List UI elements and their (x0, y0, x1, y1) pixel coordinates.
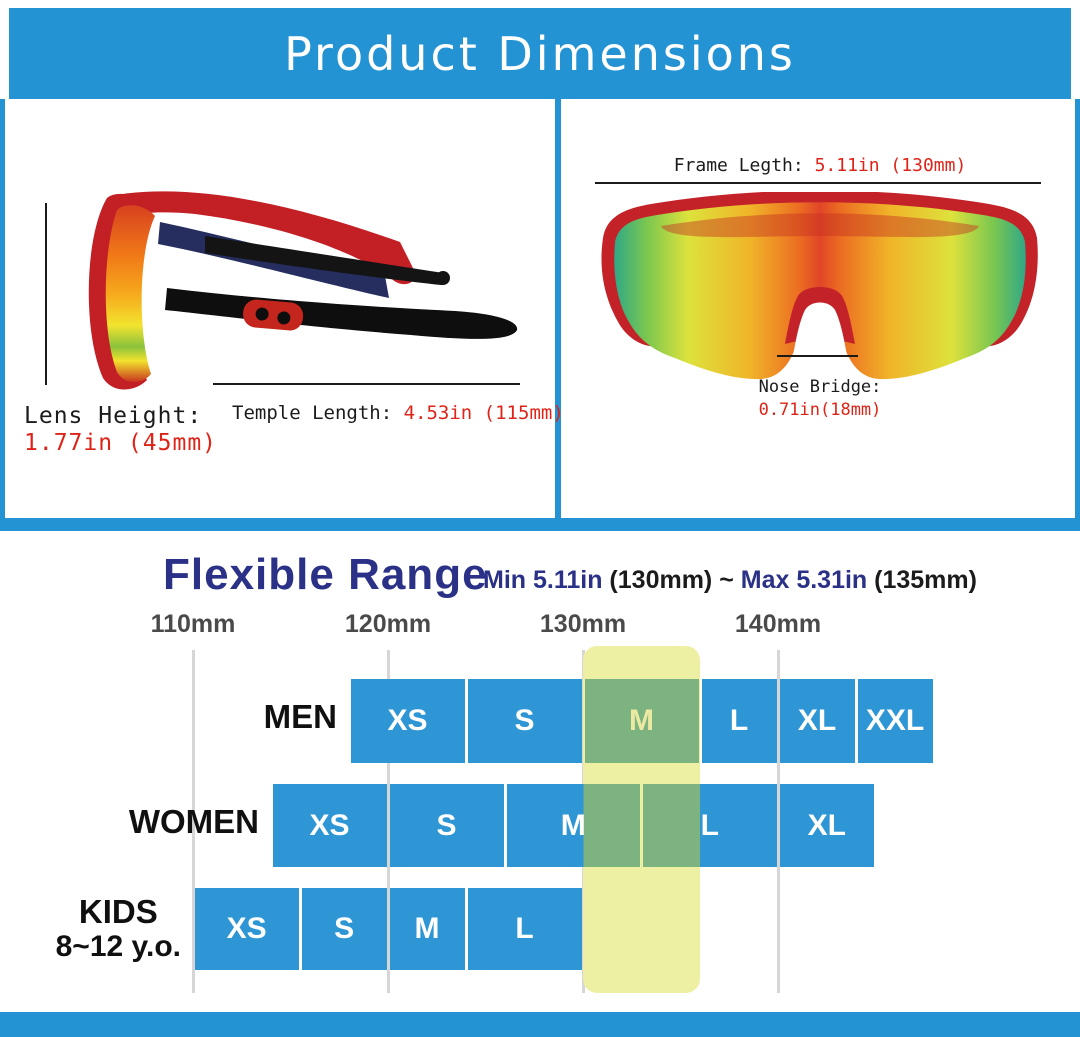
temple-length-label: Temple Length: 4.53in (115mm) (232, 402, 564, 424)
row-label: MEN (263, 698, 337, 735)
size-cell: S (301, 888, 387, 970)
row-label: WOMEN (128, 802, 259, 840)
side-view-photo (55, 180, 525, 395)
lens-height-label: Lens Height: (24, 403, 203, 429)
size-cell: S (389, 784, 504, 867)
temple-length-line (213, 383, 520, 385)
panel-divider (555, 99, 561, 518)
size-cell: XS (272, 784, 387, 867)
brand-logo (243, 299, 304, 331)
size-cell: L (467, 888, 582, 970)
front-view-photo (595, 190, 1045, 387)
axis-tick-line (386, 650, 390, 993)
frame-length-line (595, 182, 1041, 184)
row-label: KIDS 8~12 y.o. (55, 893, 181, 963)
size-cell: M (506, 784, 640, 867)
title-banner: Product Dimensions (9, 8, 1071, 99)
size-cell: XS (194, 888, 299, 970)
nose-bridge-label: Nose Bridge: (758, 377, 882, 397)
sunglasses-side-view-illustration (88, 191, 518, 390)
section-separator (0, 518, 1080, 531)
lens-height-value: 1.77in (45mm) (24, 430, 218, 456)
nose-bridge-value: 0.71in(18mm) (758, 400, 882, 420)
size-cell: XXL (857, 679, 933, 763)
size-cell: XL (779, 679, 855, 763)
size-cell: XS (350, 679, 465, 763)
size-cell: M (584, 679, 699, 763)
axis-tick-label: 120mm (344, 610, 432, 638)
sunglasses-front-view-illustration (601, 190, 1038, 380)
flexible-range-subtitle: Min 5.11in (130mm) ~ Max 5.31in (135mm) (483, 566, 977, 594)
size-cell: XL (779, 784, 874, 867)
frame-border-right (1075, 99, 1080, 518)
axis-tick-label: 140mm (734, 610, 822, 638)
axis-tick-label: 130mm (539, 610, 627, 638)
axis-tick-line (776, 650, 780, 993)
axis-tick-line (191, 650, 195, 993)
axis-tick-label: 110mm (150, 610, 236, 638)
nose-bridge-line (777, 355, 858, 357)
frame-border-left (0, 99, 5, 518)
size-cell: S (467, 679, 582, 763)
row-sublabel: 8~12 y.o. (55, 929, 181, 963)
size-cell: L (701, 679, 777, 763)
size-cell: M (389, 888, 465, 970)
bottom-border (0, 1012, 1080, 1037)
page-title: Product Dimensions (284, 26, 796, 81)
lens-height-line (45, 203, 47, 385)
size-cell: L (643, 784, 777, 867)
flexible-range-title: Flexible Range (163, 550, 488, 599)
frame-length-label: Frame Legth: 5.11in (130mm) (673, 155, 967, 176)
